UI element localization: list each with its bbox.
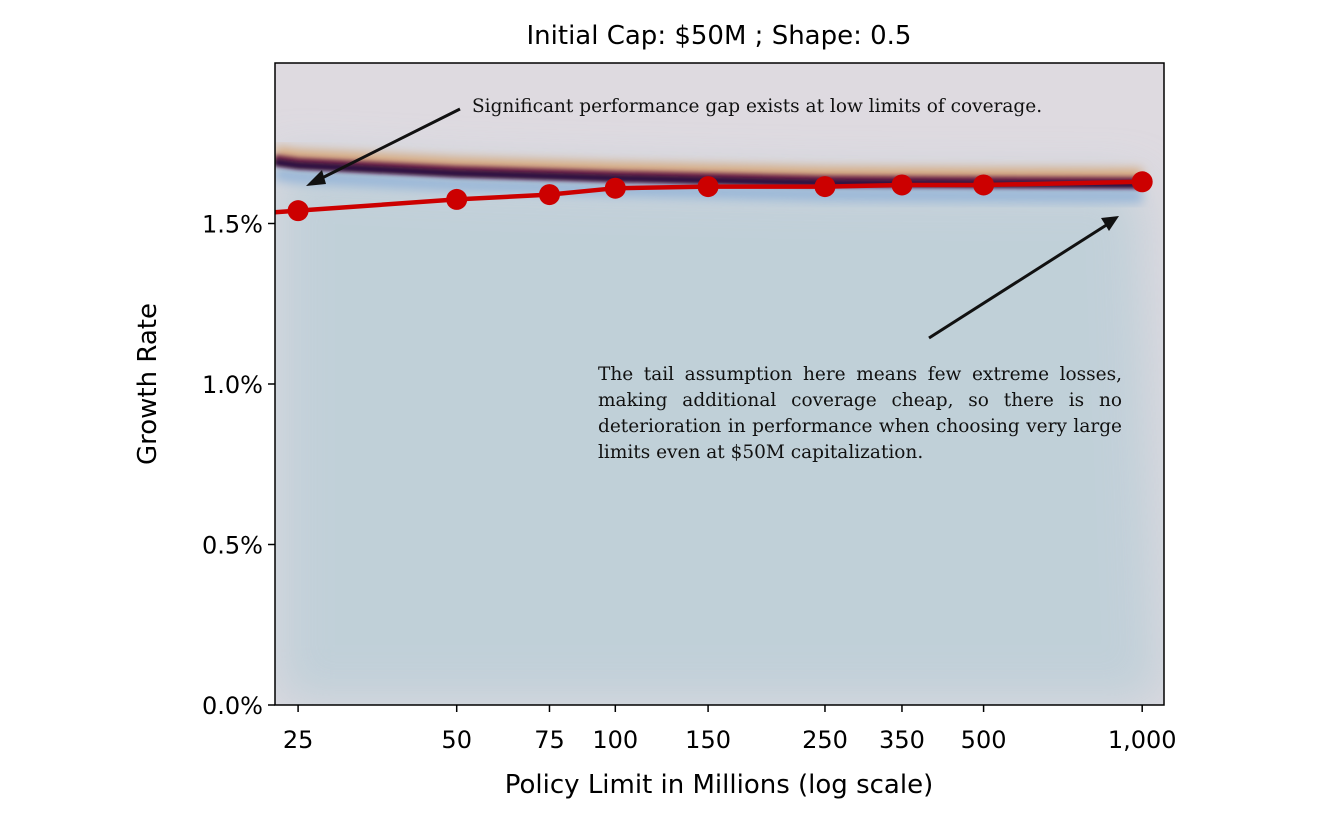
density-glow — [275, 159, 1164, 705]
annotation-low-limits: Significant performance gap exists at lo… — [472, 96, 1043, 117]
x-tick-label: 500 — [961, 726, 1007, 754]
y-tick-label: 1.0% — [202, 371, 263, 399]
y-tick-label: 0.5% — [202, 532, 263, 560]
y-axis-label: Growth Rate — [133, 303, 163, 465]
series-layer — [274, 171, 1153, 222]
y-tick-label: 0.0% — [202, 692, 263, 720]
growth-line — [274, 179, 1143, 215]
x-tick-label: 1,000 — [1108, 726, 1177, 754]
growth-point — [446, 188, 468, 210]
x-tick-label: 50 — [441, 726, 472, 754]
x-tick-label: 250 — [802, 726, 848, 754]
arrow-2 — [928, 216, 1119, 340]
arrow-1 — [306, 107, 461, 186]
growth-point — [1131, 171, 1153, 193]
x-tick-label: 350 — [879, 726, 925, 754]
growth-point — [538, 184, 560, 206]
growth-point — [287, 200, 309, 222]
y-tick-label: 1.5% — [202, 211, 263, 239]
x-tick-label: 75 — [534, 726, 565, 754]
growth-point — [604, 177, 626, 199]
chart-title: Initial Cap: $50M ; Shape: 0.5 — [527, 21, 912, 51]
growth-point — [973, 174, 995, 196]
growth-point — [891, 174, 913, 196]
annotation-tail-assumption: The tail assumption here means few extre… — [598, 364, 1122, 463]
x-axis-label: Policy Limit in Millions (log scale) — [505, 770, 933, 800]
x-tick-label: 100 — [592, 726, 638, 754]
x-tick-label: 150 — [685, 726, 731, 754]
growth-point — [697, 176, 719, 198]
growth-point — [814, 176, 836, 198]
x-tick-label: 25 — [283, 726, 314, 754]
